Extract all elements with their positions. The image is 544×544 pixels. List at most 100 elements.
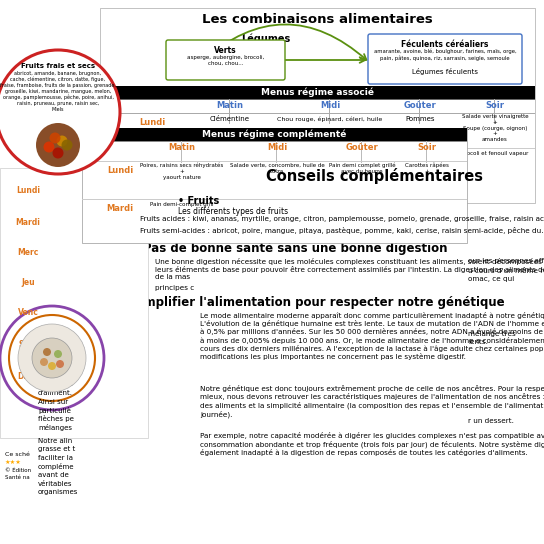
Text: Menus régime associé: Menus régime associé	[261, 88, 374, 97]
Text: Ce sché: Ce sché	[5, 452, 30, 457]
Text: u cours d'un même repas,: u cours d'un même repas,	[468, 267, 544, 274]
Circle shape	[32, 338, 72, 378]
Text: Brocoli et fenouil vapeur: Brocoli et fenouil vapeur	[461, 151, 529, 156]
Circle shape	[48, 362, 56, 370]
Text: Féculents céréaliers: Féculents céréaliers	[401, 40, 489, 49]
Text: Salade verte, concombre, huile de
colza: Salade verte, concombre, huile de colza	[230, 163, 324, 174]
Text: Pain demi complet grillé
avec du beurre: Pain demi complet grillé avec du beurre	[329, 163, 395, 174]
Text: particuliè: particuliè	[38, 407, 71, 414]
Text: avant de: avant de	[38, 472, 69, 478]
Text: mélange très: mélange très	[468, 330, 516, 337]
Text: asperge, aubergine, brocoli,
chou, chou...: asperge, aubergine, brocoli, chou, chou.…	[187, 55, 264, 66]
Circle shape	[36, 123, 80, 167]
Text: flèches pe: flèches pe	[38, 416, 74, 423]
Text: La sélecti: La sélecti	[38, 373, 71, 379]
Text: Menus régime complémenté: Menus régime complémenté	[202, 130, 347, 139]
Text: Simplifier l'alimentation pour respecter notre génétique: Simplifier l'alimentation pour respecter…	[131, 296, 505, 309]
Circle shape	[9, 315, 95, 401]
Circle shape	[61, 139, 72, 151]
Text: Sam: Sam	[18, 340, 37, 349]
Text: mélanges: mélanges	[38, 424, 72, 431]
Text: Légumes féculents: Légumes féculents	[412, 68, 478, 75]
Text: Poires, raisins secs réhydratés
+
yaourt nature: Poires, raisins secs réhydratés + yaourt…	[140, 163, 224, 180]
Text: Mardi: Mardi	[16, 218, 40, 227]
Circle shape	[40, 358, 48, 366]
Text: Verts: Verts	[214, 46, 237, 55]
Text: • Fruits: • Fruits	[178, 196, 219, 206]
Text: principes c: principes c	[155, 285, 194, 291]
Circle shape	[18, 324, 86, 392]
Text: Merc: Merc	[17, 248, 39, 257]
Circle shape	[0, 50, 120, 174]
Text: Matin: Matin	[217, 101, 244, 110]
Text: Fruits acides : kiwi, ananas, myrtille, orange, citron, pamplemousse, pomelo, gr: Fruits acides : kiwi, ananas, myrtille, …	[140, 216, 544, 222]
Text: Le temps c: Le temps c	[38, 364, 76, 370]
Text: Fruits semi-acides : abricot, poire, mangue, pitaya, pastèque, pomme, kaki, ceri: Fruits semi-acides : abricot, poire, man…	[140, 227, 544, 234]
Text: Midi: Midi	[267, 143, 287, 152]
FancyBboxPatch shape	[166, 40, 285, 80]
Text: amarante, avoine, blé, boulghour, farines, maïs, orge,
pain, pâtes, quinoa, riz,: amarante, avoine, blé, boulghour, farine…	[374, 49, 516, 61]
Bar	[0, 168, 148, 438]
Text: Carottes râpées
+: Carottes râpées +	[405, 163, 449, 174]
Text: Légumes: Légumes	[240, 34, 290, 45]
Text: Salade verte vinaigrette
+
Soupe (courge, oignon)
+
amandes: Salade verte vinaigrette + Soupe (courge…	[462, 114, 528, 142]
Text: Midi: Midi	[320, 101, 340, 110]
Text: Jeu: Jeu	[21, 278, 35, 287]
Text: Clémentine: Clémentine	[210, 116, 250, 122]
Text: Le mode alimentaire moderne apparaît donc comme particulièrement inadapté à notr: Le mode alimentaire moderne apparaît don…	[200, 312, 544, 360]
Text: ★★★: ★★★	[5, 460, 22, 465]
Circle shape	[0, 306, 104, 410]
Text: Lundi: Lundi	[107, 166, 133, 175]
Text: Santé na: Santé na	[5, 475, 30, 480]
Text: faciliter la: faciliter la	[38, 455, 73, 461]
Text: Lundi: Lundi	[16, 186, 40, 195]
Text: ients.: ients.	[468, 339, 488, 345]
Text: Conseils complémentaires: Conseils complémentaires	[267, 168, 484, 184]
Text: Pain demi-complet grill: Pain demi-complet grill	[150, 202, 214, 207]
Text: our les personnes affaiblies.: our les personnes affaiblies.	[468, 258, 544, 264]
Text: grasse et t: grasse et t	[38, 447, 75, 453]
Text: Notre alin: Notre alin	[38, 438, 72, 444]
Text: abricot, amande, banane, brugnon,
cache, clémentine, citron, datte, figue,
frais: abricot, amande, banane, brugnon, cache,…	[0, 71, 116, 112]
Text: Par exemple, notre capacité modérée à digérer les glucides complexes n'est pas c: Par exemple, notre capacité modérée à di…	[200, 432, 544, 456]
Text: Tous les al: Tous les al	[38, 356, 74, 362]
Text: compléme: compléme	[38, 463, 75, 471]
Text: Pas de bonne santé sans une bonne digestion: Pas de bonne santé sans une bonne digest…	[143, 242, 447, 255]
Text: Matin: Matin	[169, 143, 195, 152]
Text: Venc: Venc	[17, 308, 39, 317]
Bar	[82, 128, 467, 243]
Text: Les différents types de fruits: Les différents types de fruits	[178, 207, 288, 217]
Text: d'aliment.: d'aliment.	[38, 390, 73, 396]
Circle shape	[43, 348, 51, 356]
Circle shape	[53, 147, 64, 158]
Text: Goûter: Goûter	[404, 101, 436, 110]
Circle shape	[54, 350, 62, 358]
Text: Ainsi sur: Ainsi sur	[38, 399, 68, 405]
Text: organismes: organismes	[38, 489, 78, 495]
Text: Notre génétique est donc toujours extrêmement proche de celle de nos ancêtres. P: Notre génétique est donc toujours extrêm…	[200, 385, 544, 418]
Bar	[100, 86, 535, 99]
Text: Mardi: Mardi	[107, 204, 134, 213]
Text: Une bonne digestion nécessite que les molécules complexes constituant les alimen: Une bonne digestion nécessite que les mo…	[155, 258, 544, 280]
Text: Lundi: Lundi	[139, 118, 165, 127]
Circle shape	[57, 135, 67, 146]
Circle shape	[56, 360, 64, 368]
Text: Goûter: Goûter	[345, 143, 379, 152]
Text: est identif: est identif	[38, 381, 73, 387]
FancyBboxPatch shape	[368, 34, 522, 84]
Text: Dima: Dima	[17, 372, 39, 381]
Text: Soir: Soir	[485, 101, 504, 110]
Bar	[100, 8, 535, 203]
Text: Soir: Soir	[417, 143, 436, 152]
Bar	[82, 128, 467, 141]
Text: Pommes: Pommes	[405, 116, 435, 122]
Text: omac, ce qui: omac, ce qui	[468, 276, 514, 282]
Text: Fruits frais et secs: Fruits frais et secs	[21, 63, 95, 69]
Text: Chou rouge, épinard, céleri, huile: Chou rouge, épinard, céleri, huile	[277, 116, 382, 121]
Text: r un dessert.: r un dessert.	[468, 418, 514, 424]
Text: véritables: véritables	[38, 480, 72, 486]
Circle shape	[44, 141, 54, 152]
Circle shape	[50, 133, 60, 144]
Text: © Édition: © Édition	[5, 468, 31, 473]
Text: Les combinaisons alimentaires: Les combinaisons alimentaires	[202, 13, 433, 26]
